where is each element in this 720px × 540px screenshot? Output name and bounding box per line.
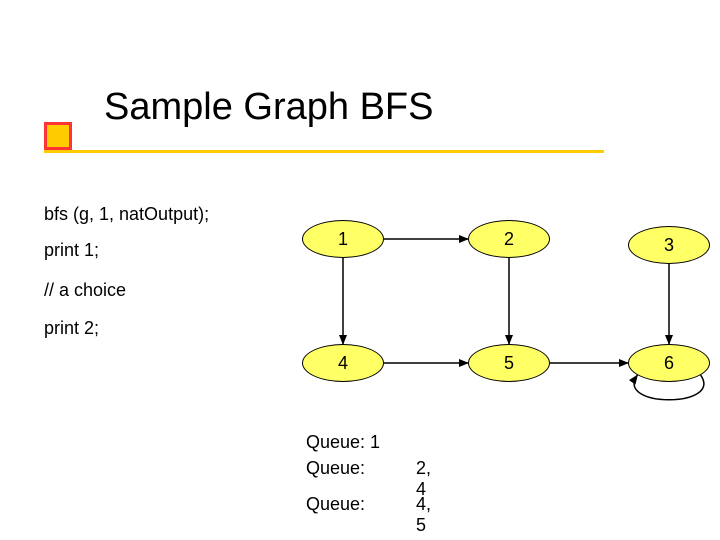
graph-node-2: 2: [468, 220, 550, 258]
graph-node-1: 1: [302, 220, 384, 258]
queue-line-0: Queue: 1: [306, 432, 380, 453]
slide-title: Sample Graph BFS: [104, 86, 433, 129]
queue-label: Queue:: [306, 494, 365, 514]
queue-line-2: Queue:4, 5: [306, 494, 365, 515]
code-line-3: print 2;: [44, 318, 99, 339]
graph-node-5: 5: [468, 344, 550, 382]
queue-line-1: Queue:2, 4: [306, 458, 365, 479]
queue-label: Queue: 1: [306, 432, 380, 452]
queue-label: Queue:: [306, 458, 365, 478]
graph-node-4: 4: [302, 344, 384, 382]
graph-node-3: 3: [628, 226, 710, 264]
title-accent-line: [44, 150, 604, 153]
title-accent-square: [44, 122, 72, 150]
code-line-2: // a choice: [44, 280, 126, 301]
queue-values: 4, 5: [416, 494, 431, 536]
code-line-1: print 1;: [44, 240, 99, 261]
graph-node-6: 6: [628, 344, 710, 382]
code-line-0: bfs (g, 1, natOutput);: [44, 204, 209, 225]
